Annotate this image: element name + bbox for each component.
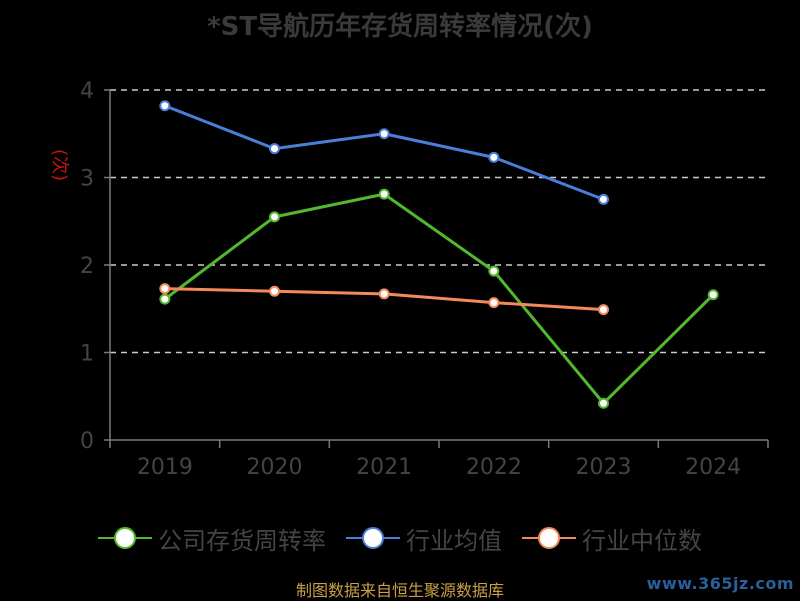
data-point-2-3 bbox=[488, 297, 500, 309]
y-tick-label: 3 bbox=[80, 167, 94, 192]
legend-label-industry-median: 行业中位数 bbox=[582, 526, 702, 555]
legend-marker-industry-avg bbox=[346, 527, 400, 549]
chart-title: *ST导航历年存货周转率情况(次) bbox=[207, 12, 593, 42]
x-tick-label: 2022 bbox=[466, 455, 522, 480]
data-point-2-4 bbox=[598, 304, 609, 316]
x-tick-label: 2023 bbox=[576, 455, 632, 480]
y-tick-label: 1 bbox=[80, 342, 94, 367]
y-tick-label: 4 bbox=[80, 79, 94, 104]
series-line-0 bbox=[163, 192, 715, 405]
chart-legend: 公司存货周转率 行业均值 行业中位数 bbox=[0, 518, 800, 558]
data-point-0-2 bbox=[378, 188, 390, 200]
data-point-1-1 bbox=[269, 143, 280, 155]
data-point-0-5 bbox=[707, 289, 719, 301]
data-point-2-2 bbox=[378, 288, 390, 300]
y-tick-label: 0 bbox=[80, 429, 94, 454]
legend-item-industry-avg[interactable]: 行业均值 bbox=[346, 518, 502, 558]
data-point-0-3 bbox=[488, 265, 500, 277]
data-point-2-0 bbox=[159, 283, 171, 295]
legend-marker-industry-median bbox=[522, 527, 576, 549]
legend-item-industry-median[interactable]: 行业中位数 bbox=[522, 518, 702, 558]
x-tick-label: 2020 bbox=[247, 455, 303, 480]
data-point-0-1 bbox=[269, 211, 280, 223]
y-axis-label: (次) bbox=[49, 149, 70, 181]
watermark: www.365jz.com bbox=[646, 574, 794, 593]
legend-marker-company bbox=[98, 527, 152, 549]
data-source-note: 制图数据来自恒生聚源数据库 bbox=[295, 581, 504, 600]
x-tick-label: 2024 bbox=[685, 455, 741, 480]
legend-item-company[interactable]: 公司存货周转率 bbox=[98, 518, 326, 558]
data-point-2-1 bbox=[269, 285, 280, 297]
x-tick-label: 2021 bbox=[356, 455, 412, 480]
data-point-1-2 bbox=[378, 128, 390, 140]
legend-label-industry-avg: 行业均值 bbox=[406, 526, 502, 555]
y-tick-label: 2 bbox=[80, 254, 94, 279]
data-point-1-3 bbox=[488, 151, 500, 163]
data-point-1-0 bbox=[159, 100, 171, 112]
data-point-0-4 bbox=[598, 397, 609, 409]
legend-label-company: 公司存货周转率 bbox=[158, 526, 326, 555]
data-point-0-0 bbox=[159, 293, 171, 305]
data-point-1-4 bbox=[598, 193, 609, 205]
series-line-1 bbox=[164, 104, 605, 201]
x-tick-label: 2019 bbox=[137, 455, 193, 480]
